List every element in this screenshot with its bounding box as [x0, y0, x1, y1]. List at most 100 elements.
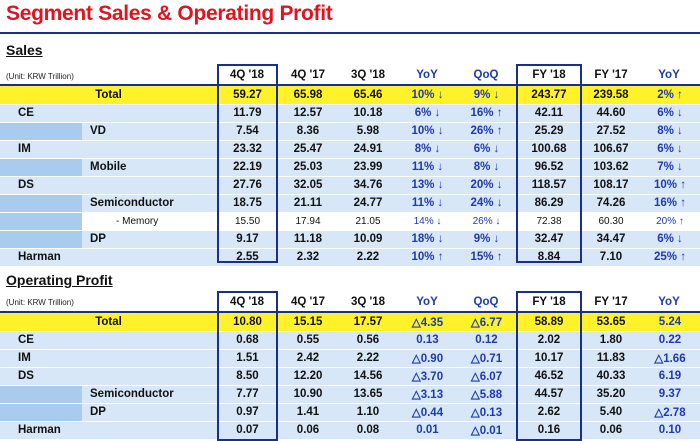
cell-value: △3.70	[398, 367, 457, 386]
cell-value: 5.98	[338, 122, 398, 141]
op-heading: Operating Profit	[6, 272, 113, 288]
table-row: CE 0.68 0.55 0.56 0.13 0.12 2.02 1.80 0.…	[0, 331, 700, 350]
cell-value: 22.19	[217, 158, 278, 177]
cell-value: 10% ↑	[640, 176, 700, 195]
cell-value: 10% ↑	[398, 248, 457, 267]
sales-col-4q18: 4Q '18	[229, 69, 265, 81]
cell-value: 5.24	[640, 313, 700, 332]
cell-value: △0.71	[457, 349, 516, 368]
cell-value: 11.79	[217, 104, 278, 123]
cell-value: 6% ↓	[457, 140, 516, 159]
row-label: Semiconductor	[82, 194, 217, 213]
cell-value: 72.38	[516, 212, 582, 231]
cell-value: 18.75	[217, 194, 278, 213]
cell-value: 14.56	[338, 367, 398, 386]
op-rows: Total 10.80 15.15 17.57 △4.35 △6.77 58.8…	[0, 313, 700, 440]
op-col-fy17: FY '17	[594, 296, 628, 308]
row-label: - Memory	[82, 212, 217, 231]
cell-value: 60.30	[582, 212, 640, 231]
cell-value: 27.52	[582, 122, 640, 141]
cell-value: 7.77	[217, 385, 278, 404]
cell-value: 0.01	[398, 421, 457, 440]
sales-col-4q17: 4Q '17	[290, 69, 326, 81]
cell-value: 24% ↓	[457, 194, 516, 213]
cell-value: 6% ↓	[398, 104, 457, 123]
row-label: IM	[0, 349, 217, 368]
cell-value: 24.77	[338, 194, 398, 213]
row-label: DP	[82, 403, 217, 422]
cell-value: 6.19	[640, 367, 700, 386]
cell-value: 17.94	[278, 212, 338, 231]
op-table-rule	[0, 311, 700, 313]
cell-value: 2.32	[278, 248, 338, 267]
cell-value: 9% ↓	[457, 230, 516, 249]
table-row: Semiconductor 18.75 21.11 24.77 11% ↓ 24…	[0, 194, 700, 213]
cell-value: 243.77	[516, 86, 582, 105]
cell-value: 13% ↓	[398, 176, 457, 195]
row-indent	[0, 122, 82, 141]
cell-value: 20% ↑	[640, 212, 700, 231]
cell-value: 11.18	[278, 230, 338, 249]
row-label: DS	[0, 367, 217, 386]
cell-value: 0.10	[640, 421, 700, 440]
cell-value: 11% ↓	[398, 158, 457, 177]
cell-value: 46.52	[516, 367, 582, 386]
cell-value: 14% ↓	[398, 212, 457, 231]
row-indent	[0, 385, 82, 404]
cell-value: 2.62	[516, 403, 582, 422]
cell-value: 44.60	[582, 104, 640, 123]
cell-value: 2.55	[217, 248, 278, 267]
cell-value: 8.50	[217, 367, 278, 386]
cell-value: 9.17	[217, 230, 278, 249]
cell-value: 27.76	[217, 176, 278, 195]
cell-value: 0.13	[398, 331, 457, 350]
cell-value: 86.29	[516, 194, 582, 213]
sales-table: Total 59.27 65.98 65.46 10% ↓ 9% ↓ 243.7…	[0, 86, 700, 267]
sales-col-fy17: FY '17	[594, 69, 628, 81]
cell-value: 10.17	[516, 349, 582, 368]
op-col-fy-yoy: YoY	[658, 296, 680, 308]
cell-value: △6.77	[457, 313, 516, 332]
cell-value: 2% ↑	[640, 86, 700, 105]
sales-col-yoy: YoY	[416, 69, 438, 81]
cell-value: 17.57	[338, 313, 398, 332]
cell-value: 8% ↓	[457, 158, 516, 177]
cell-value: 25% ↑	[640, 248, 700, 267]
cell-value: 96.52	[516, 158, 582, 177]
cell-value: 65.98	[278, 86, 338, 105]
row-indent	[0, 194, 82, 213]
row-label: IM	[0, 140, 217, 159]
cell-value: 12.20	[278, 367, 338, 386]
cell-value: 25.03	[278, 158, 338, 177]
cell-value: 74.26	[582, 194, 640, 213]
cell-value: 34.47	[582, 230, 640, 249]
cell-value: 35.20	[582, 385, 640, 404]
table-row: DP 0.97 1.41 1.10 △0.44 △0.13 2.62 5.40 …	[0, 403, 700, 422]
op-col-4q17: 4Q '17	[290, 296, 326, 308]
table-row: DP 9.17 11.18 10.09 18% ↓ 9% ↓ 32.47 34.…	[0, 230, 700, 249]
cell-value: 9.37	[640, 385, 700, 404]
cell-value: △0.13	[457, 403, 516, 422]
cell-value: 8.84	[516, 248, 582, 267]
table-row: Mobile 22.19 25.03 23.99 11% ↓ 8% ↓ 96.5…	[0, 158, 700, 177]
cell-value: 0.68	[217, 331, 278, 350]
cell-value: △5.88	[457, 385, 516, 404]
cell-value: △0.01	[457, 421, 516, 440]
cell-value: 2.22	[338, 349, 398, 368]
sales-col-qoq: QoQ	[473, 69, 499, 81]
cell-value: 103.62	[582, 158, 640, 177]
row-indent	[0, 212, 82, 231]
cell-value: 40.33	[582, 367, 640, 386]
row-indent	[0, 158, 82, 177]
op-col-3q18: 3Q '18	[350, 296, 386, 308]
cell-value: 10.80	[217, 313, 278, 332]
cell-value: 2.22	[338, 248, 398, 267]
cell-value: 23.32	[217, 140, 278, 159]
op-col-yoy: YoY	[416, 296, 438, 308]
cell-value: 23.99	[338, 158, 398, 177]
table-row: DS 27.76 32.05 34.76 13% ↓ 20% ↓ 118.57 …	[0, 176, 700, 195]
cell-value: 15.50	[217, 212, 278, 231]
cell-value: 13.65	[338, 385, 398, 404]
table-row: Harman 2.55 2.32 2.22 10% ↑ 15% ↑ 8.84 7…	[0, 248, 700, 267]
row-label: DS	[0, 176, 217, 195]
